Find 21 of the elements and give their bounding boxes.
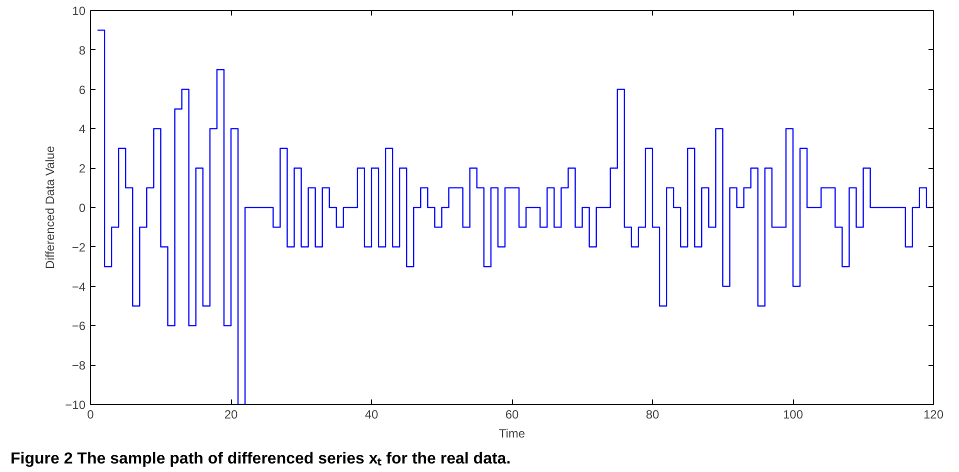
x-axis-title: Time bbox=[498, 426, 526, 440]
caption: Figure 2 The sample path of differenced series xₜ for the real data. bbox=[10, 450, 511, 468]
y-tick-label: −6 bbox=[72, 319, 86, 334]
y-tick-label: −2 bbox=[72, 240, 86, 254]
y-axis-title: Differenced Data Value bbox=[43, 146, 58, 269]
y-tick-label: 2 bbox=[78, 162, 86, 176]
x-tick-label: 60 bbox=[505, 408, 519, 422]
y-tick-label: −10 bbox=[65, 398, 86, 412]
x-tick-label: 120 bbox=[923, 408, 944, 422]
x-tick-label: 80 bbox=[646, 408, 660, 422]
x-tick-label: 0 bbox=[87, 408, 94, 422]
y-tick-label: 4 bbox=[78, 122, 86, 136]
y-tick-label: −4 bbox=[72, 280, 86, 294]
x-tick-label: 20 bbox=[224, 408, 238, 422]
x-tick-label: 100 bbox=[782, 408, 804, 422]
y-tick-label: 0 bbox=[78, 201, 86, 215]
x-tick-label: 40 bbox=[364, 408, 378, 422]
y-tick-label: 10 bbox=[72, 4, 86, 18]
y-tick-label: 6 bbox=[78, 82, 86, 97]
y-tick-label: −8 bbox=[72, 358, 86, 373]
y-tick-label: 8 bbox=[78, 43, 86, 58]
